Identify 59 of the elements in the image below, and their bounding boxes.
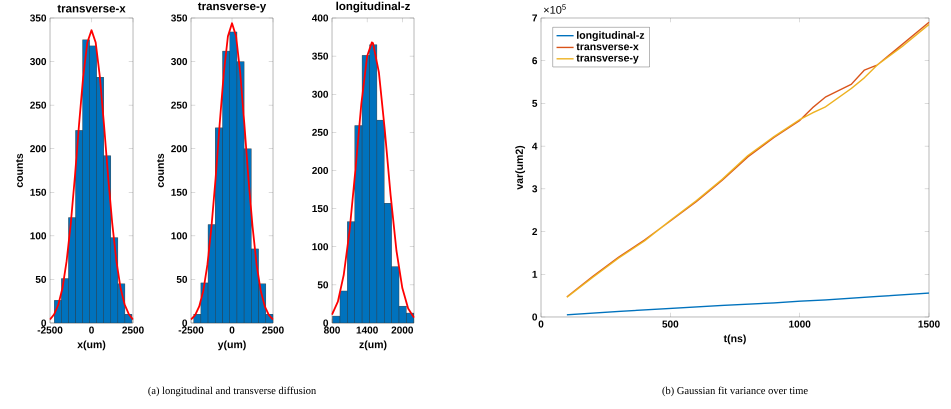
x-tick-label: 2000 <box>392 326 414 334</box>
x-axis-title: t(ns) <box>724 334 746 344</box>
y-tick-label: 4 <box>532 142 538 150</box>
y-tick-label: 6 <box>532 57 538 64</box>
x-tick-label: 2500 <box>122 326 144 334</box>
legend-label: transverse-x <box>576 43 639 50</box>
x-tick-label: -2500 <box>38 326 62 334</box>
y-axis-title: counts <box>16 154 23 188</box>
y-tick-label: 1 <box>532 270 538 278</box>
y-tick-label: 50 <box>36 276 46 283</box>
legend-label: longitudinal-z <box>577 31 644 41</box>
y-tick-label: 100 <box>312 243 328 250</box>
y-tick-label: 100 <box>30 232 46 240</box>
y-tick-label: 2 <box>532 228 538 236</box>
y-tick-label: 350 <box>171 14 188 22</box>
x-tick-label: 2500 <box>262 326 284 334</box>
x-tick-label: 0 <box>89 326 94 334</box>
y-tick-label: 250 <box>171 102 188 109</box>
y-tick-label: 7 <box>532 14 538 22</box>
y-tick-label: 50 <box>318 281 328 288</box>
y-tick-label: 300 <box>171 58 188 66</box>
y-tick-label: 350 <box>312 52 328 60</box>
y-tick-label: 50 <box>176 276 188 283</box>
x-axis-title: y(um) <box>218 340 246 350</box>
y-tick-label: 350 <box>30 14 46 22</box>
x-tick-label: -2500 <box>178 326 204 334</box>
y-tick-label: 3 <box>532 185 538 192</box>
y-tick-label: 100 <box>171 232 188 240</box>
y-axis-title: counts <box>156 154 164 188</box>
y-tick-label: 250 <box>30 102 46 109</box>
x-tick-label: 0 <box>230 326 234 334</box>
text: (b) Gaussian fit variance over time <box>662 386 808 396</box>
x-tick-label: 800 <box>324 326 340 334</box>
y-tick-label: 200 <box>171 145 188 152</box>
y-tick-label: 400 <box>312 14 328 22</box>
y-tick-label: 150 <box>30 188 46 196</box>
chart-title: transverse-y <box>198 2 266 12</box>
x-axis-title: z(um) <box>359 340 386 350</box>
x-tick-label: 1500 <box>918 320 940 328</box>
y-axis-title: var(um2) <box>515 146 526 190</box>
y-tick-label: 250 <box>312 128 328 136</box>
x-axis-title: x(um) <box>77 340 106 350</box>
x-tick-label: 1400 <box>356 326 378 334</box>
text: (a) longitudinal and transverse diffusion <box>148 386 316 396</box>
y-tick-label: 200 <box>30 145 46 152</box>
x-tick-label: 0 <box>538 320 544 328</box>
y-tick-label: 300 <box>312 90 328 98</box>
x-tick-label: 1000 <box>789 320 810 328</box>
chart-title: longitudinal-z <box>336 2 410 12</box>
y-tick-label: 0 <box>532 313 538 321</box>
y-tick-label: 5 <box>532 100 538 107</box>
x-tick-label: 500 <box>662 320 678 328</box>
text: ×10$^{5}$ <box>544 4 566 14</box>
y-tick-label: 150 <box>312 205 328 212</box>
chart-title: transverse-x <box>57 4 126 12</box>
y-tick-label: 150 <box>171 188 188 196</box>
y-tick-label: 200 <box>312 166 328 174</box>
legend-label: transverse-y <box>576 54 639 64</box>
y-tick-label: 300 <box>30 58 46 66</box>
